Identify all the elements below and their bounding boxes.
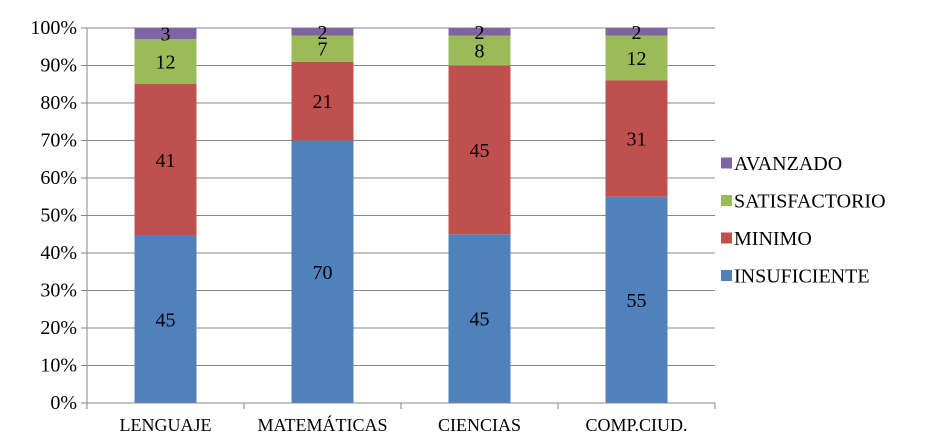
legend-swatch (721, 157, 732, 169)
y-tick-label: 40% (40, 242, 77, 264)
y-tick-label: 80% (40, 92, 77, 114)
bar-segment (134, 39, 197, 84)
y-tick-label: 90% (40, 55, 77, 77)
bar-segment (605, 196, 668, 403)
y-tick-label: 30% (40, 280, 77, 302)
data-label: 12 (627, 48, 647, 70)
legend-label: SATISFACTORIO (734, 191, 886, 213)
bar-segment (291, 28, 354, 36)
bar-segment (291, 61, 354, 141)
legend: AVANZADO SATISFACTORIO MINIMO INSUFICIENTE (721, 153, 886, 288)
data-label: 2 (475, 22, 485, 44)
x-category-label: CIENCIAS (438, 415, 521, 435)
data-label: 8 (475, 41, 485, 63)
bar-segment (448, 35, 511, 66)
y-tick-label: 0% (50, 392, 77, 414)
data-label: 45 (470, 140, 490, 162)
data-label: 2 (318, 22, 328, 44)
data-label: 31 (627, 129, 647, 151)
data-label: 7 (318, 39, 328, 61)
bar-segment (605, 28, 668, 36)
bar-segment (134, 235, 197, 403)
bar-segment (448, 28, 511, 36)
data-label: 70 (313, 262, 333, 284)
data-label: 55 (627, 290, 647, 312)
legend-swatch (721, 232, 732, 244)
data-label: 45 (156, 309, 176, 331)
bar-segment (448, 234, 511, 403)
legend-label: MINIMO (734, 228, 812, 250)
bar-segment (448, 65, 511, 235)
legend-label: INSUFICIENTE (734, 266, 870, 288)
y-tick-label: 50% (40, 205, 77, 227)
x-category-label: MATEMÁTICAS (257, 414, 387, 435)
bar-segment (291, 35, 354, 62)
bar-segment (134, 28, 197, 40)
legend-swatch (721, 195, 732, 206)
bar-segment (291, 140, 354, 403)
axes: 0% 10% 20% 30% 40% 50% 60% 70% 80% 90% 100% LENGUAJ… (30, 17, 716, 435)
x-category-label: COMP.CIUD. (585, 415, 687, 435)
bar-segment (134, 83, 197, 236)
legend-swatch (721, 270, 732, 281)
data-label: 21 (313, 91, 333, 113)
bar-segment (605, 35, 668, 81)
y-tick-label: 100% (30, 17, 77, 39)
legend-label: AVANZADO (734, 153, 842, 175)
y-tick-label: 20% (40, 317, 77, 339)
x-category-label: LENGUAJE (120, 415, 212, 435)
y-tick-label: 60% (40, 167, 77, 189)
bars (134, 28, 668, 403)
data-label: 3 (161, 24, 171, 46)
data-label: 2 (632, 22, 642, 44)
bar-segment (605, 80, 668, 197)
y-tick-label: 10% (40, 355, 77, 377)
y-tick-label: 70% (40, 130, 77, 152)
data-label: 45 (470, 309, 490, 331)
data-label: 12 (156, 51, 176, 73)
data-label: 41 (156, 150, 176, 172)
